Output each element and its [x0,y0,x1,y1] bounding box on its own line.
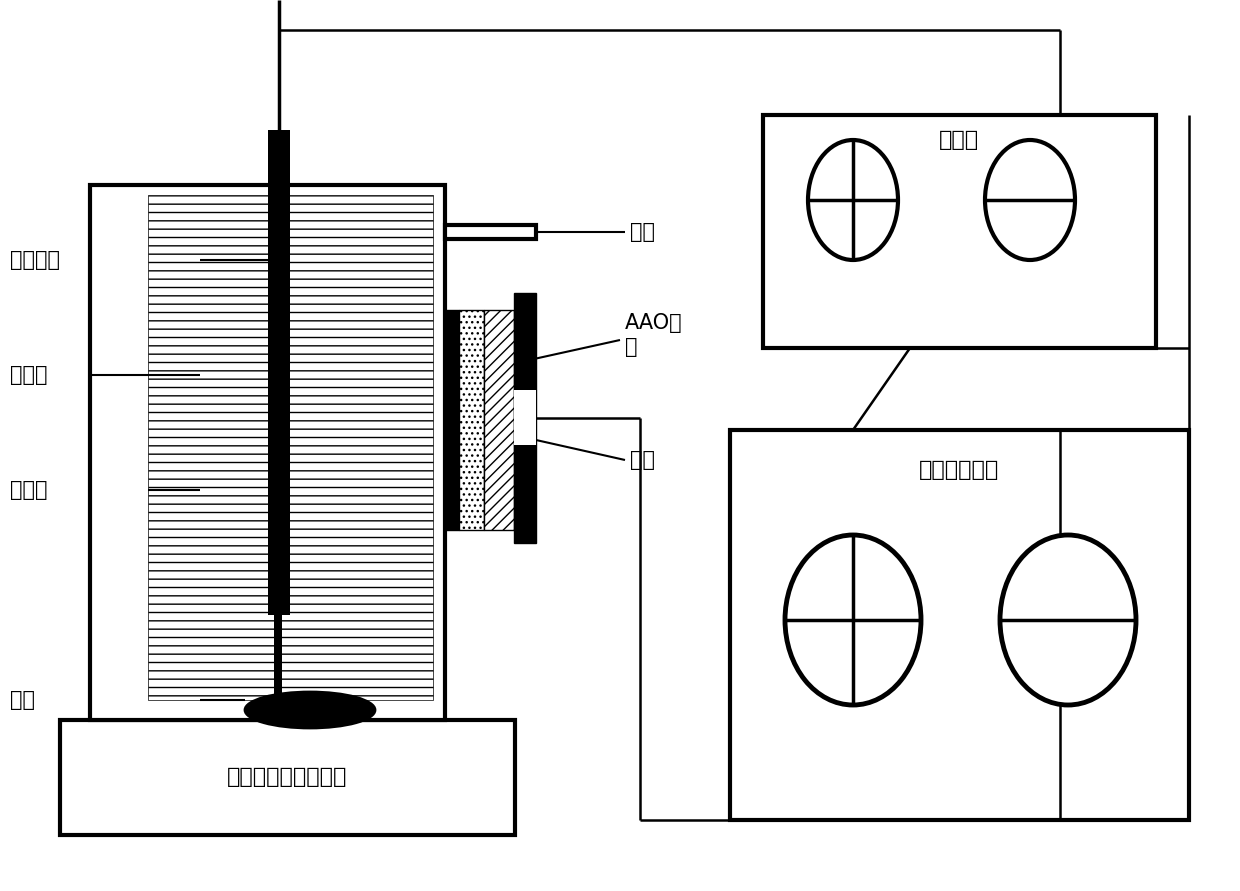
Bar [459,310,484,530]
Text: 沉积槽: 沉积槽 [10,365,47,385]
Bar [763,115,1156,348]
Text: AAO模
板: AAO模 板 [625,314,683,356]
Ellipse shape [808,140,898,260]
Bar [445,225,536,239]
Text: 铜片: 铜片 [630,450,655,470]
Text: 垫圈: 垫圈 [630,222,655,242]
Bar [60,720,515,835]
Bar [484,310,515,530]
Bar [268,130,290,615]
Ellipse shape [985,140,1075,260]
Bar [730,430,1189,820]
Bar [274,615,281,720]
Bar [445,310,459,530]
Ellipse shape [999,535,1136,705]
Bar [91,185,445,720]
Text: 恒温双向磁力搞拌器: 恒温双向磁力搞拌器 [227,767,347,787]
Text: 电解液: 电解液 [10,480,47,500]
Bar [515,390,536,445]
Text: 直流稳压电源: 直流稳压电源 [919,460,999,480]
Ellipse shape [785,535,921,705]
Bar [148,195,433,700]
Text: 磁子: 磁子 [10,690,35,710]
Text: 石墨电极: 石墨电极 [10,250,60,270]
Text: 安培表: 安培表 [939,130,980,150]
Bar [515,293,536,543]
Ellipse shape [246,692,374,728]
